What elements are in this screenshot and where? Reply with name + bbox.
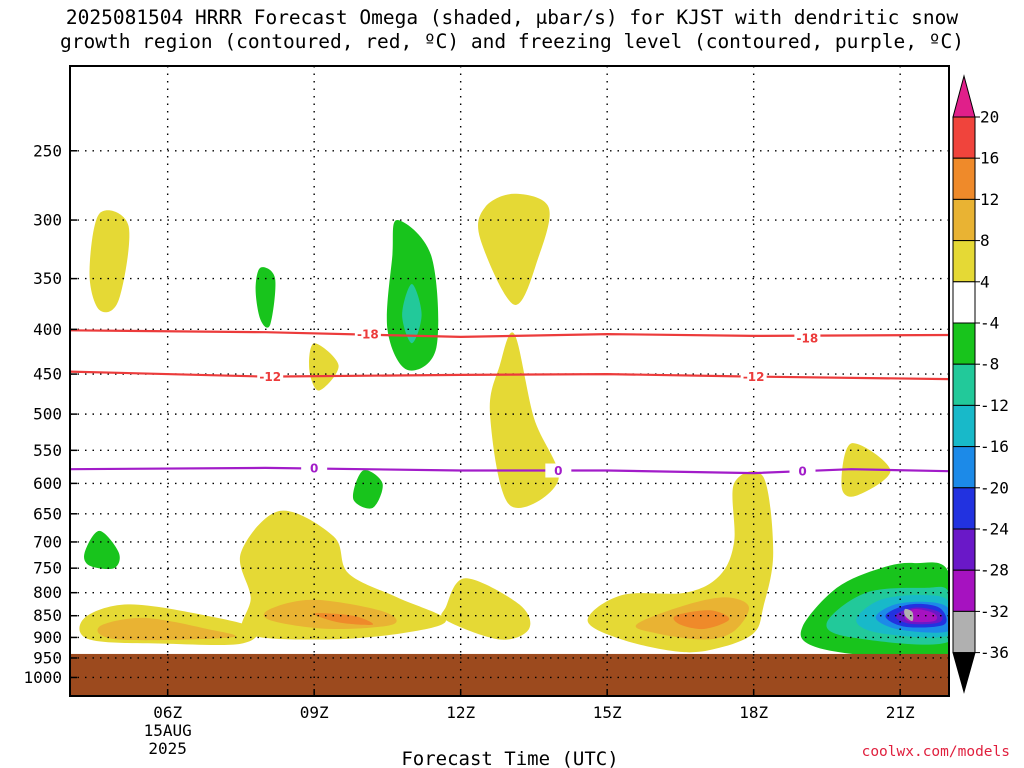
plot-frame bbox=[69, 65, 950, 697]
ground-terrain bbox=[70, 653, 949, 696]
colorbar-label: -28 bbox=[980, 561, 1009, 580]
contour-label: 0 bbox=[798, 465, 806, 479]
colorbar-band bbox=[952, 240, 976, 283]
credit-text: coolwx.com/models bbox=[861, 744, 1010, 760]
title-line-2: growth region (contoured, red, ºC) and f… bbox=[60, 30, 964, 53]
omega-region-6 bbox=[489, 332, 559, 508]
contour-line-0 bbox=[70, 466, 949, 475]
x-tick-label: 21Z bbox=[886, 703, 915, 722]
y-tick-label: 400 bbox=[33, 320, 62, 339]
y-tick-label: 850 bbox=[33, 606, 62, 625]
contour-label: -18 bbox=[357, 328, 379, 342]
contour-lines: -18 -18 -12 -12 0 0 0 bbox=[70, 327, 949, 479]
colorbar-label: -32 bbox=[980, 602, 1009, 621]
y-tick-label: 600 bbox=[33, 474, 62, 493]
colorbar-label: -12 bbox=[980, 396, 1009, 415]
y-tick-label: 350 bbox=[33, 269, 62, 288]
x-tick-label: 06Z bbox=[153, 703, 182, 722]
contour-label-bg bbox=[354, 327, 381, 342]
omega-region-15 bbox=[441, 578, 531, 640]
contour-label-bg bbox=[257, 369, 284, 384]
colorbar-band bbox=[952, 281, 976, 324]
omega-region-0 bbox=[89, 210, 130, 313]
y-tick-label: 700 bbox=[33, 532, 62, 551]
colorbar-label: -16 bbox=[980, 437, 1009, 456]
x-axis-label: Forecast Time (UTC) bbox=[401, 748, 618, 768]
colorbar-label: 4 bbox=[980, 272, 990, 291]
colorbar-label: 12 bbox=[980, 190, 999, 209]
grid-lines bbox=[70, 66, 949, 654]
y-tick-label: 500 bbox=[33, 405, 62, 424]
colorbar-band bbox=[952, 157, 976, 200]
contour-label-bg bbox=[794, 330, 821, 345]
x-date-label: 2025 bbox=[148, 739, 187, 758]
x-tick-label: 12Z bbox=[446, 703, 475, 722]
contour-label-bg bbox=[740, 369, 767, 384]
omega-region-1 bbox=[255, 267, 276, 328]
colorbar-label: -8 bbox=[980, 355, 999, 374]
colorbar-label: 20 bbox=[980, 108, 999, 127]
colorbar-band bbox=[952, 569, 976, 612]
colorbar-label: 16 bbox=[980, 149, 999, 168]
contour-label-bg bbox=[545, 463, 572, 478]
omega-region-5 bbox=[309, 343, 339, 391]
colorbar-label: -24 bbox=[980, 520, 1009, 539]
y-tick-label: 550 bbox=[33, 441, 62, 460]
omega-region-7 bbox=[352, 470, 383, 509]
omega-region-11 bbox=[97, 617, 236, 641]
y-tick-label: 250 bbox=[33, 141, 62, 160]
contour-label-bg bbox=[789, 464, 816, 479]
colorbar: 20 16 12 8 4 -4 -8 -12 -16 -20 -24 -28 -32 -36 bbox=[952, 74, 1009, 694]
y-tick-label: 300 bbox=[33, 211, 62, 230]
colorbar-label: 8 bbox=[980, 231, 990, 250]
y-axis-ticks: 250 300 350 400 450 500 550 600 650 700 750 800 850 9… bbox=[23, 141, 77, 687]
omega-region-26 bbox=[904, 608, 914, 622]
contour-label: -18 bbox=[797, 331, 819, 345]
contour-label: -12 bbox=[743, 370, 765, 384]
y-tick-label: 900 bbox=[33, 628, 62, 647]
contour-label: 0 bbox=[554, 464, 562, 478]
colorbar-label: -20 bbox=[980, 478, 1009, 497]
omega-region-3 bbox=[402, 284, 422, 344]
omega-region-14 bbox=[313, 613, 374, 625]
y-tick-label: 450 bbox=[33, 365, 62, 384]
y-tick-label: 950 bbox=[33, 648, 62, 667]
omega-region-9 bbox=[84, 530, 120, 570]
contour-label: 0 bbox=[310, 461, 318, 475]
chart-title: 2025081504 HRRR Forecast Omega (shaded, … bbox=[0, 6, 1024, 54]
x-tick-label: 15Z bbox=[593, 703, 622, 722]
colorbar-band bbox=[952, 116, 976, 159]
colorbar-top-arrow bbox=[952, 74, 976, 118]
ground-fill bbox=[70, 653, 949, 696]
colorbar-band bbox=[952, 198, 976, 242]
colorbar-label: -4 bbox=[980, 314, 999, 333]
colorbar-band bbox=[952, 404, 976, 448]
omega-region-18 bbox=[673, 610, 730, 630]
contour-label: -12 bbox=[259, 370, 281, 384]
colorbar-bottom-arrow bbox=[952, 652, 976, 694]
y-tick-label: 750 bbox=[33, 559, 62, 578]
colorbar-band bbox=[952, 363, 976, 406]
omega-shading bbox=[79, 193, 949, 665]
colorbar-label: -36 bbox=[980, 643, 1009, 662]
colorbar-band bbox=[952, 528, 976, 571]
contour-label-bg bbox=[301, 460, 328, 475]
contour-line--18 bbox=[70, 329, 949, 339]
x-tick-label: 18Z bbox=[739, 703, 768, 722]
y-tick-label: 800 bbox=[33, 583, 62, 602]
colorbar-band bbox=[952, 610, 976, 654]
y-tick-label: 1000 bbox=[23, 668, 62, 687]
contour-line--12 bbox=[70, 370, 949, 381]
colorbar-band bbox=[952, 322, 976, 365]
colorbar-band bbox=[952, 446, 976, 489]
x-date-label: 15AUG bbox=[144, 721, 192, 740]
x-tick-label: 09Z bbox=[300, 703, 329, 722]
title-line-1: 2025081504 HRRR Forecast Omega (shaded, … bbox=[65, 6, 959, 29]
omega-region-4 bbox=[478, 193, 550, 305]
y-tick-label: 650 bbox=[33, 504, 62, 523]
colorbar-band bbox=[952, 487, 976, 530]
